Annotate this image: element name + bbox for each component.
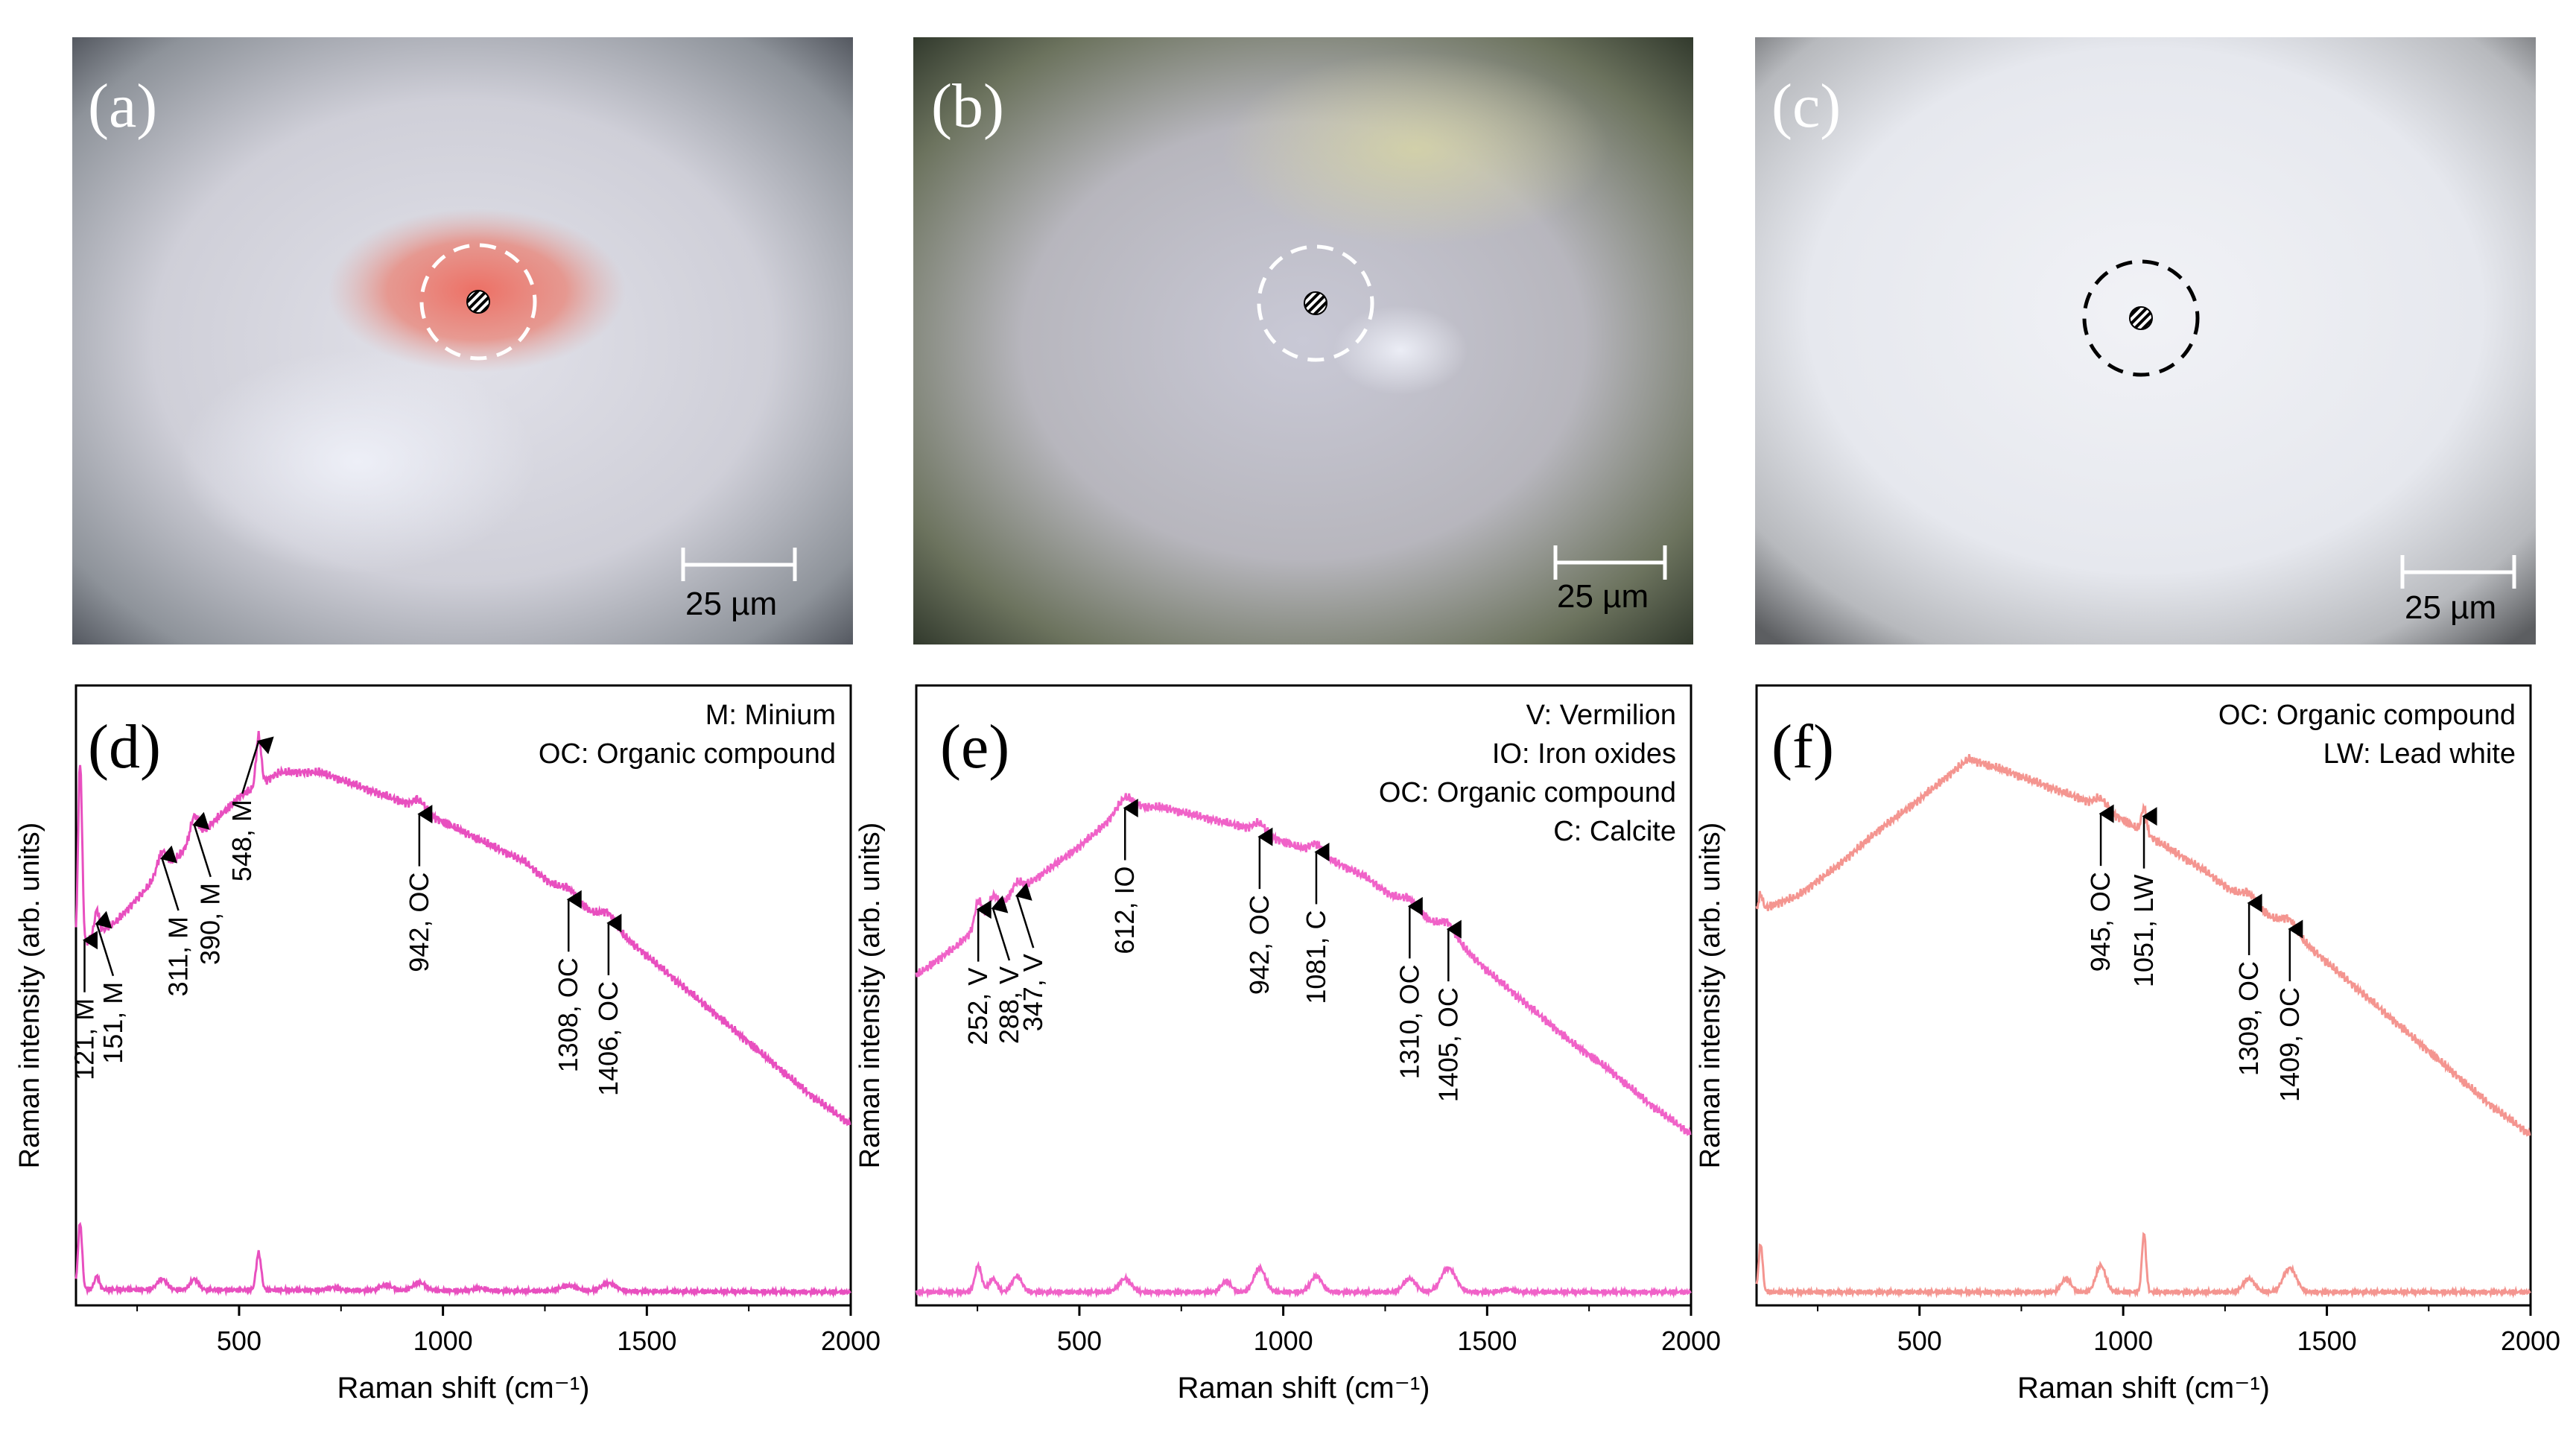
panel-label-b: (b) — [931, 72, 1004, 141]
peak-annotation: 945, OC — [2085, 872, 2116, 972]
measurement-spot-ring — [419, 243, 537, 361]
peak-annotation: 1406, OC — [593, 981, 624, 1096]
spectrum-chart-e: 500 1000 1500 2000 Raman shift (cm⁻¹) Raman i… — [854, 684, 1721, 1404]
x-axis-label: Raman shift (cm⁻¹) — [337, 1372, 590, 1404]
y-axis-label: Raman intensity (arb. units) — [14, 823, 45, 1169]
micrograph-c-image — [1755, 37, 2536, 644]
x-tick-label: 2000 — [2501, 1325, 2560, 1356]
peak-arrow — [95, 910, 115, 977]
peak-annotation: 548, M — [226, 799, 257, 881]
x-axis-label: Raman shift (cm⁻¹) — [2017, 1372, 2270, 1404]
x-axis-label: Raman shift (cm⁻¹) — [1178, 1372, 1430, 1404]
peak-annotation: 121, M — [69, 998, 99, 1080]
plot-frame — [74, 684, 852, 1307]
spectrum-line-baseline-corrected — [74, 1221, 851, 1299]
peak-arrow — [991, 895, 1011, 961]
legend-entry: M: Minium — [705, 700, 836, 731]
spectrum-line-raw — [915, 793, 1692, 1136]
peak-annotation: 1308, OC — [553, 957, 583, 1072]
pale-region — [1333, 305, 1468, 395]
legend-entry: OC: Organic compound — [539, 738, 836, 770]
micrograph-b: (b) 25 µm — [913, 37, 1693, 644]
x-tick-label: 1500 — [2297, 1325, 2357, 1356]
panel-label-f: (f) — [1771, 712, 1834, 782]
peak-annotation: 1081, C — [1301, 910, 1331, 1004]
measurement-spot-ring — [1257, 244, 1374, 362]
measurement-spot — [1304, 291, 1327, 315]
panel-label-a: (a) — [88, 72, 157, 141]
peak-annotation: 942, OC — [404, 872, 434, 972]
x-tick-label: 500 — [217, 1325, 261, 1356]
x-tick-label: 1500 — [1457, 1325, 1517, 1356]
legend-entry: V: Vermilion — [1526, 700, 1676, 731]
peak-annotation: 1310, OC — [1394, 964, 1424, 1079]
scale-bar-label: 25 µm — [685, 586, 777, 622]
peak-annotation: 1409, OC — [2274, 987, 2305, 1102]
legend-entry: IO: Iron oxides — [1492, 738, 1676, 770]
peak-annotation: 1051, LW — [2128, 875, 2159, 987]
yellowish-region — [1222, 52, 1609, 246]
micrograph-a: (a) 25 µm — [72, 37, 853, 644]
scale-bar-label: 25 µm — [2405, 589, 2496, 626]
spectrum-line-raw — [1755, 754, 2531, 1137]
x-tick-label: 500 — [1897, 1325, 1942, 1356]
peak-arrow — [1015, 883, 1035, 948]
peak-annotation: 390, M — [195, 883, 226, 965]
spectrum-chart-d: 500 1000 1500 2000 Raman shift (cm⁻¹) Raman i… — [14, 684, 881, 1404]
scale-bar-label: 25 µm — [1557, 578, 1649, 615]
peak-arrow — [241, 736, 274, 794]
micrograph-c: (c) 25 µm — [1755, 37, 2536, 644]
peak-arrow — [192, 811, 212, 878]
spectrum-line-baseline-corrected — [915, 1261, 1692, 1299]
peak-annotation: 1405, OC — [1433, 987, 1463, 1102]
x-tick-label: 1500 — [617, 1325, 676, 1356]
peak-annotation: 942, OC — [1244, 895, 1275, 995]
measurement-spot — [466, 290, 490, 314]
spectrum-chart-f: 500 1000 1500 2000 Raman shift (cm⁻¹) Raman i… — [1695, 684, 2560, 1404]
x-tick-label: 500 — [1057, 1325, 1102, 1356]
peak-annotation: 252, V — [962, 968, 993, 1045]
peak-annotation: 288, V — [994, 966, 1024, 1044]
panel-label-d: (d) — [88, 712, 161, 782]
x-tick-label: 2000 — [1661, 1325, 1721, 1356]
peak-annotation: 1309, OC — [2233, 961, 2264, 1076]
plot-frame — [1755, 684, 2532, 1307]
legend-entry: OC: Organic compound — [1379, 777, 1676, 808]
panel-label-e: (e) — [940, 712, 1009, 782]
pale-region — [179, 350, 536, 574]
y-axis-label: Raman intensity (arb. units) — [854, 823, 886, 1169]
x-tick-label: 2000 — [821, 1325, 881, 1356]
measurement-spot — [2129, 306, 2153, 330]
peak-annotation: 612, IO — [1109, 867, 1140, 954]
panel-label-c: (c) — [1771, 72, 1841, 141]
measurement-spot-ring — [2082, 259, 2200, 377]
y-axis-label: Raman intensity (arb. units) — [1695, 823, 1726, 1169]
spectrum-line-baseline-corrected — [1755, 1232, 2531, 1299]
peak-arrow — [160, 845, 180, 911]
x-tick-label: 1000 — [1254, 1325, 1313, 1356]
legend-entry: LW: Lead white — [2323, 738, 2516, 770]
x-tick-label: 1000 — [413, 1325, 473, 1356]
peak-annotation: 347, V — [1018, 954, 1048, 1031]
x-tick-label: 1000 — [2093, 1325, 2153, 1356]
peak-annotation: 151, M — [98, 982, 128, 1064]
plot-frame — [915, 684, 1693, 1307]
peak-annotation: 311, M — [162, 916, 193, 996]
legend-entry: OC: Organic compound — [2218, 700, 2516, 731]
legend-entry: C: Calcite — [1553, 816, 1676, 847]
